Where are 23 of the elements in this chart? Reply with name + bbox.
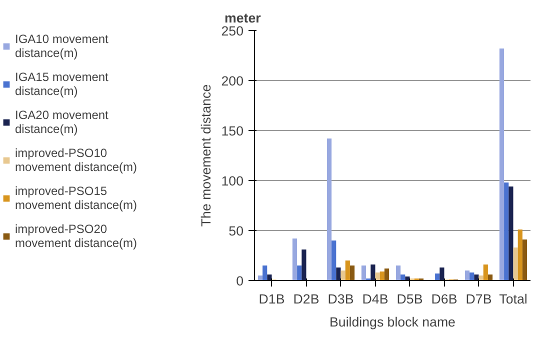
y-tick-label: 150 — [221, 124, 244, 138]
legend-label: IGA20 movement distance(m) — [15, 108, 108, 136]
legend-label: improved-PSO10 movement distance(m) — [15, 146, 138, 174]
legend-label: improved-PSO20 movement distance(m) — [15, 222, 138, 250]
legend-label: IGA10 movement distance(m) — [15, 32, 108, 60]
x-tick-label: D1B — [258, 292, 285, 306]
x-tick-label: Total — [499, 292, 528, 306]
legend-label: improved-PSO15 movement distance(m) — [15, 184, 138, 212]
y-tick-label: 100 — [221, 174, 244, 188]
x-tick-label: D4B — [362, 292, 388, 306]
x-axis-title: Buildings block name — [330, 314, 456, 330]
x-tick-label: D3B — [328, 292, 354, 306]
y-tick-label: 0 — [236, 274, 244, 288]
legend-label: IGA15 movement distance(m) — [15, 70, 108, 98]
x-tick-label: D2B — [293, 292, 320, 306]
y-axis-title: The movement distance — [198, 84, 214, 227]
x-tick-label: D7B — [466, 292, 492, 306]
text: meter — [224, 10, 261, 26]
y-tick-label: 200 — [221, 74, 244, 88]
y-tick-label: 50 — [228, 224, 244, 238]
x-tick-label: D5B — [396, 292, 423, 306]
x-tick-label: D6B — [431, 292, 458, 306]
y-tick-label: 250 — [221, 24, 244, 38]
